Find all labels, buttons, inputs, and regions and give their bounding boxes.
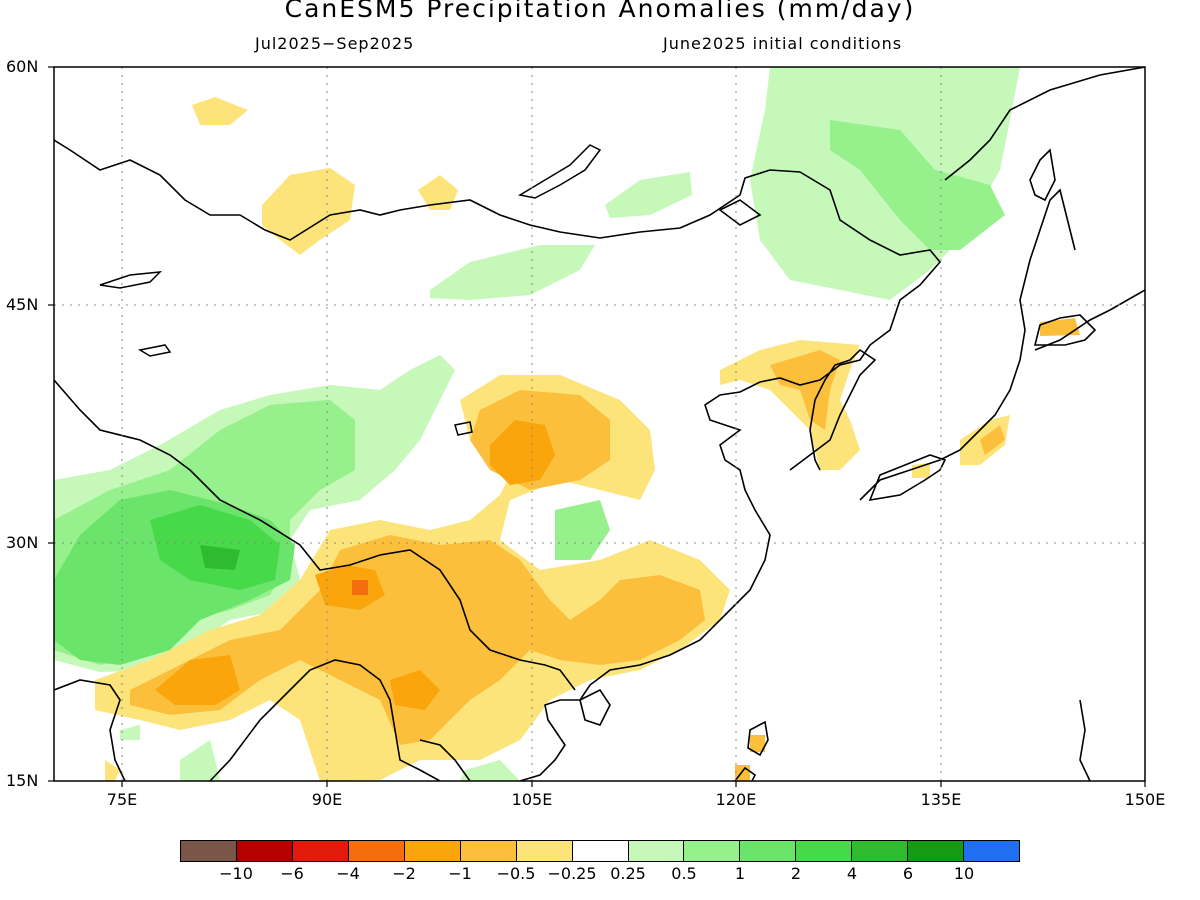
wet-area-bay [180,740,220,781]
map-title: CanESM5 Precipitation Anomalies (mm/day) [284,0,916,23]
colorbar-swatch [348,841,405,861]
graticule [54,67,1145,781]
colorbar [180,840,1020,862]
colorbar-tick-label: 0.25 [610,864,646,883]
colorbar-swatch [740,841,797,861]
lon-label-135e: 135E [920,790,962,809]
colorbar-swatch [516,841,573,861]
lat-label-45n: 45N [6,295,39,314]
colorbar-tick-label: −4 [336,864,360,883]
dry-area-south-asia-mid [130,535,705,745]
colorbar-tick-label: −1 [448,864,472,883]
colorbar-swatch [404,841,461,861]
colorbar-tick-label: 2 [790,864,802,883]
lat-label-60n: 60N [6,57,39,76]
coastlines [54,67,1145,781]
lon-label-120e: 120E [715,790,757,809]
colorbar-tick-label: −0.5 [496,864,536,883]
lat-label-30n: 30N [6,533,39,552]
map-frame [53,66,1146,782]
colorbar-tick-label: −0.25 [547,864,597,883]
colorbar-swatch [852,841,909,861]
wet-area-india-south [120,725,140,740]
wet-area-scs [460,760,520,781]
lon-label-75e: 75E [106,790,138,809]
wet-area-nepal-peak [200,545,240,570]
dry-area-brahmaputra-max [352,580,368,595]
dry-area-altai [418,175,458,210]
colorbar-swatch [908,841,965,861]
colorbar-tick-label: 1 [734,864,746,883]
colorbar-tick-label: 4 [846,864,858,883]
colorbar-swatch [684,841,741,861]
colorbar-swatch [292,841,349,861]
axis-ticks [48,66,1146,787]
colorbar-tick-label: 6 [902,864,914,883]
colorbar-tick-label: 10 [953,864,975,883]
lat-label-15n: 15N [6,771,39,790]
dry-area-kazakh [262,168,355,255]
wet-area-tibet-core [270,400,355,472]
forecast-period: Jul2025−Sep2025 [255,34,415,53]
colorbar-swatch [181,841,237,861]
colorbar-swatch [796,841,853,861]
dry-area-china-peak [490,420,555,485]
colorbar-swatch [236,841,293,861]
dry-area-taiwan [750,735,765,752]
dry-area-india-tip [105,760,120,781]
lon-label-90e: 90E [311,790,343,809]
dry-area-india-peak [155,655,240,705]
wet-area-south-china [555,500,610,560]
colorbar-tick-label: −10 [219,864,253,883]
lon-label-105e: 105E [511,790,553,809]
colorbar-tick-label: 0.5 [671,864,697,883]
dry-area-korea-core [770,350,840,430]
colorbar-swatch [572,841,629,861]
dry-area-north-small [192,97,248,125]
colorbar-tick-label: −2 [392,864,416,883]
dry-area-japan-core [980,425,1005,455]
dry-area-brahmaputra-peak [315,565,385,610]
colorbar-swatch [964,841,1020,861]
wet-area-northeast-core [830,120,1005,250]
colorbar-tick-label: −6 [280,864,304,883]
lakes [99,144,602,436]
wet-area-mongolia [430,245,595,300]
initial-conditions: June2025 initial conditions [663,34,903,53]
lon-label-150e: 150E [1124,790,1166,809]
dry-area-myanmar-peak [390,670,440,710]
dry-area-hokkaido [1040,318,1080,336]
colorbar-swatch [460,841,517,861]
wet-area-siberia [605,172,692,218]
colorbar-swatch [628,841,685,861]
dry-area-kyushu [912,463,930,478]
